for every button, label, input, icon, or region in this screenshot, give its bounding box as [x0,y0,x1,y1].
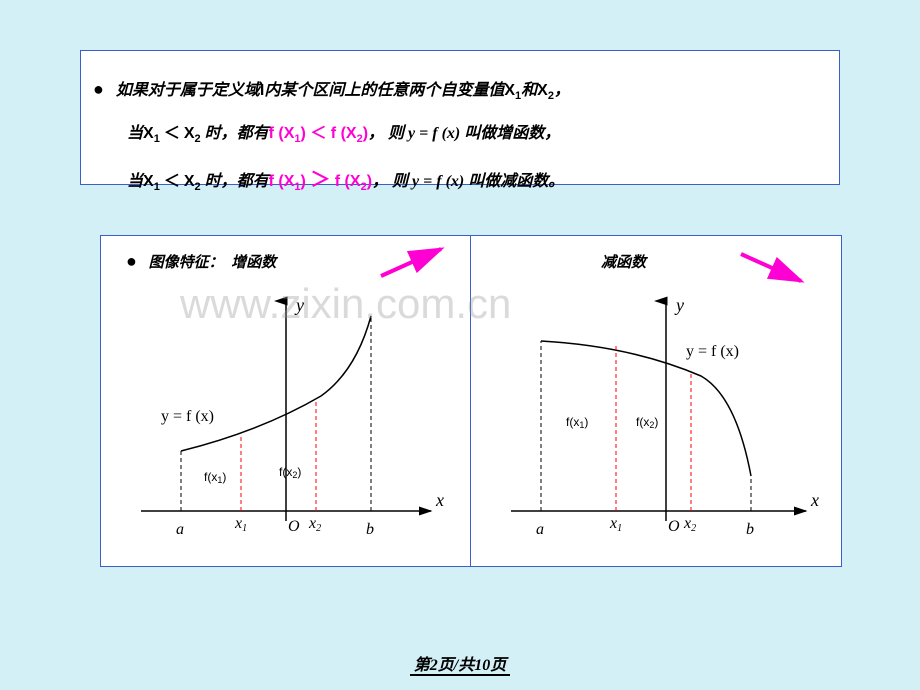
graph-svg-left: y x O a b x1 x2 f(x1) f(x2) y = f (x) [101,276,471,566]
svg-text:f(x1): f(x1) [566,415,588,430]
definition-box: ● 如果对于属于定义域I内某个区间上的任意两个自变量值X1和X2， 当X1 ＜ … [80,50,840,185]
svg-text:x2: x2 [308,515,321,534]
a-label: a [176,521,184,538]
definition-line-1: ● 如果对于属于定义域I内某个区间上的任意两个自变量值X1和X2， [93,66,827,113]
definition-line-3: 当X1 ＜ X2 时，都有f (X1) ＞ f (X2)， 则 y = f (x… [93,154,827,206]
graph-container: ● 图像特征： 增函数 [100,235,842,567]
bullet-icon: ● [93,79,104,99]
x-axis-label: x [435,490,444,510]
graph-increasing: ● 图像特征： 增函数 [101,236,471,566]
svg-text:x1: x1 [234,515,247,534]
bullet-icon: ● [126,251,137,271]
x-axis-label: x [810,490,819,510]
page-footer: 第2页/共10页 [0,651,920,675]
origin-label: O [288,518,300,535]
func-label-right: y = f (x) [686,343,739,360]
svg-text:f(x2): f(x2) [279,465,301,480]
b-label: b [746,521,754,538]
y-axis-label: y [674,295,684,315]
svg-text:f(x1): f(x1) [204,470,226,485]
definition-line-2: 当X1 ＜ X2 时，都有f (X1) ＜ f (X2)， 则 y = f (x… [93,113,827,155]
svg-text:f(x2): f(x2) [636,415,658,430]
b-label: b [366,521,374,538]
origin-label: O [668,518,680,535]
func-label-left: y = f (x) [161,408,214,425]
y-axis-label: y [294,295,304,315]
arrow-up-icon [376,241,456,281]
graph-left-title: ● 图像特征： 增函数 [126,251,276,272]
graph-right-title: 减函数 [601,251,646,272]
a-label: a [536,521,544,538]
graph-svg-right: y x O a b x1 x2 f(x1) f(x2) y = f (x) [471,276,841,566]
graph-decreasing: 减函数 y x [471,236,841,566]
svg-text:x2: x2 [683,515,696,534]
svg-text:x1: x1 [609,515,622,534]
